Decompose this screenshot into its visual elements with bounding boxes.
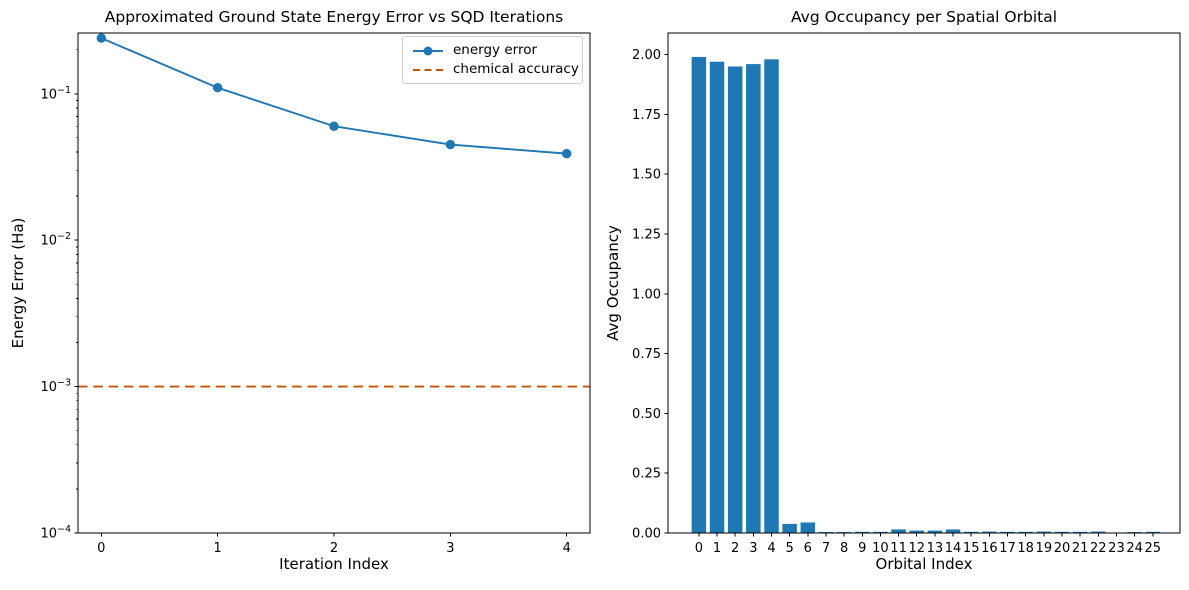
right-x-tick-label: 7 [822,541,830,556]
left-x-tick-label: 0 [97,541,105,556]
right-x-tick-label: 23 [1108,541,1125,556]
occupancy-bar [1018,531,1033,533]
occupancy-bar [1091,531,1106,533]
occupancy-bar [764,59,779,533]
right-x-tick-label: 6 [804,541,812,556]
right-x-axis-label: Orbital Index [875,555,973,573]
occupancy-bar [945,529,961,533]
data-point-marker [562,148,572,159]
right-y-tick-label: 1.25 [632,227,661,242]
legend-entry-energy-error: energy error [412,41,573,60]
left-y-tick-label: 10−2 [40,231,71,249]
occupancy-bar [727,66,743,533]
left-y-axis-label: Energy Error (Ha) [9,217,27,349]
right-x-tick-label: 19 [1036,541,1053,556]
right-x-tick-label: 12 [908,541,925,556]
occupancy-bar [1072,531,1088,533]
data-point-marker [212,82,223,93]
right-x-tick-label: 5 [786,541,794,556]
right-x-tick-label: 22 [1090,541,1107,556]
right-x-tick-label: 15 [963,541,980,556]
occupancy-bar [927,530,943,533]
left-x-tick-label: 2 [330,541,338,556]
right-x-tick-label: 3 [749,541,757,556]
right-x-tick-label: 8 [840,541,848,556]
occupancy-bar [909,530,924,533]
left-y-tick-label: 10−1 [40,85,71,103]
occupancy-bar [709,61,725,534]
occupancy-bar [1000,531,1015,533]
right-y-tick-label: 0.25 [632,467,661,482]
data-point-marker [329,121,339,131]
left-x-axis-label: Iteration Index [279,555,389,573]
right-y-axis-label: Avg Occupancy [604,225,622,341]
left-x-tick-label: 4 [563,541,571,556]
right-y-tick-label: 1.50 [632,168,661,183]
occupancy-bar [1054,531,1070,533]
right-x-tick-label: 11 [890,541,907,556]
right-x-tick-label: 2 [731,541,739,556]
occupancy-bar [982,531,997,533]
right-plot-spines [667,32,1181,534]
line-marker-sample-icon [413,46,443,55]
right-y-tick-label: 1.00 [632,287,661,302]
right-x-tick-label: 14 [945,541,962,556]
occupancy-bar [746,64,761,534]
right-y-tick-label: 1.75 [632,108,661,123]
left-y-tick-label: 10−4 [40,524,71,542]
data-point-marker [445,139,456,150]
right-y-tick-label: 0.50 [632,407,661,422]
dashed-line-sample-icon [413,68,443,71]
legend-entry-chemical-accuracy: chemical accuracy [412,60,579,79]
right-y-tick-label: 0.00 [632,527,661,542]
occupancy-bar [873,531,888,533]
legend: energy error chemical accuracy [402,36,583,84]
occupancy-bar [800,522,816,533]
right-x-tick-label: 16 [981,541,998,556]
right-x-tick-label: 9 [858,541,866,556]
right-y-tick-label: 2.00 [632,48,661,63]
occupancy-bar [1145,531,1161,533]
data-point-marker [96,33,106,43]
right-x-tick-label: 20 [1054,541,1071,556]
right-x-tick-label: 1 [713,541,721,556]
right-x-tick-label: 13 [927,541,944,556]
legend-label-chemical-accuracy: chemical accuracy [453,61,579,77]
left-y-tick-label: 10−3 [40,378,71,396]
left-chart-title: Approximated Ground State Energy Error v… [104,8,564,26]
occupancy-bar [855,531,870,533]
occupancy-bar [691,56,707,533]
left-plot-spines [77,32,591,534]
right-x-tick-label: 0 [695,541,703,556]
occupancy-bar [891,529,906,533]
right-x-tick-label: 21 [1072,541,1089,556]
left-x-tick-label: 3 [446,541,454,556]
right-y-tick-label: 0.75 [632,347,661,362]
right-x-tick-label: 10 [872,541,889,556]
occupancy-bar [963,531,979,533]
left-x-tick-label: 1 [213,541,221,556]
occupancy-bar [782,523,797,533]
right-chart-title: Avg Occupancy per Spatial Orbital [790,8,1058,26]
right-x-tick-label: 4 [767,541,775,556]
right-x-tick-label: 24 [1126,541,1143,556]
legend-label-energy-error: energy error [453,42,538,58]
legend-marker-sample [423,46,433,55]
occupancy-bar [1036,531,1052,533]
right-x-tick-label: 17 [999,541,1016,556]
right-x-tick-label: 25 [1144,541,1161,556]
right-x-tick-label: 18 [1017,541,1034,556]
